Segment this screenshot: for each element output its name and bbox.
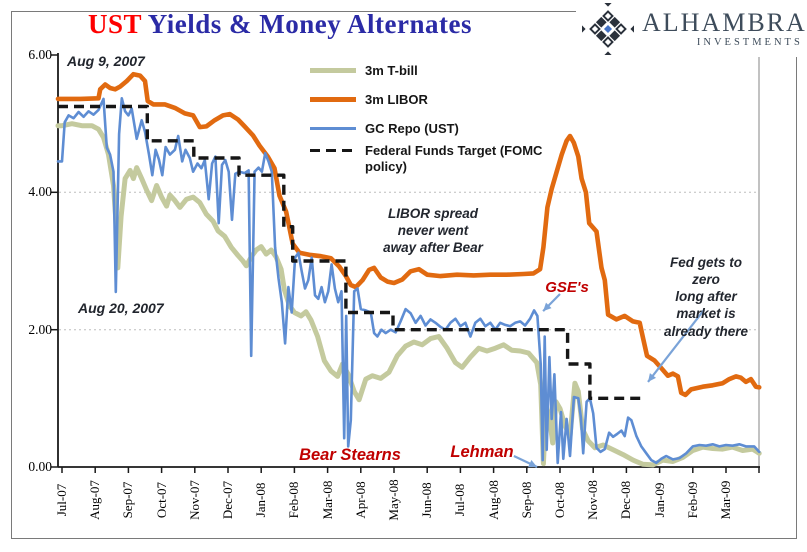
lehman-arrow-head <box>528 460 538 468</box>
x-tick-label: Feb-09 <box>684 481 700 519</box>
legend-label: 3m LIBOR <box>365 91 428 107</box>
title-rest: Yields & Money Alternates <box>147 9 472 39</box>
figure-border <box>11 11 797 539</box>
legend: 3m T-bill 3m LIBOR GC Repo (UST) Federal… <box>310 56 570 174</box>
legend-item-repo: GC Repo (UST) <box>310 114 570 143</box>
legend-item-tbill: 3m T-bill <box>310 56 570 85</box>
series-gc-repo-ust- <box>56 97 761 465</box>
fedfunds-dashed-swatch <box>310 149 356 153</box>
annotation-gse-s: GSE's <box>545 279 589 296</box>
x-tick-label: Jun-08 <box>419 482 435 518</box>
y-tick-label: 6.00 <box>28 46 52 62</box>
gse-arrow-head <box>543 302 552 312</box>
legend-item-libor: 3m LIBOR <box>310 85 570 114</box>
annotation-lehman: Lehman <box>450 443 514 461</box>
x-tick-label: Jul-08 <box>452 483 468 517</box>
x-tick-label: Oct-08 <box>552 481 567 519</box>
x-tick-label: Mar-09 <box>718 480 733 520</box>
y-tick-label: 2.00 <box>28 321 52 337</box>
annotation-aug-9-2007: Aug 9, 2007 <box>67 53 145 69</box>
legend-label: 3m T-bill <box>365 62 418 78</box>
series-3m-t-bill <box>55 121 762 468</box>
x-tick-label: Dec-07 <box>220 480 235 520</box>
title-highlight: UST <box>88 9 142 39</box>
x-tick-label: Nov-08 <box>585 480 601 520</box>
tbill-line-swatch <box>310 68 356 73</box>
series-3m-libor <box>55 71 762 398</box>
x-tick-label: Sep-08 <box>518 481 534 519</box>
x-tick-label: Jul-07 <box>54 483 69 517</box>
x-tick-label: Sep-07 <box>120 481 136 519</box>
x-tick-label: Nov-07 <box>186 480 202 520</box>
legend-item-fedfunds: Federal Funds Target (FOMC policy) <box>310 143 570 174</box>
brand-logo: ALHAMBRA INVESTMENTS <box>576 1 807 57</box>
repo-line-swatch <box>310 126 356 131</box>
annotation-fed-gets-to-zero: Fed gets to zero long after market is al… <box>663 255 749 339</box>
x-tick-label: Jan-08 <box>253 482 269 518</box>
alhambra-diamond-icon <box>582 3 634 55</box>
fed-arrow <box>647 309 705 383</box>
libor-line-swatch <box>310 97 356 102</box>
annotation-bear-stearns: Bear Stearns <box>299 446 401 464</box>
page-title: UST Yields & Money Alternates <box>40 9 520 40</box>
x-tick-label: Mar-08 <box>319 480 335 520</box>
annotation-aug-20-2007: Aug 20, 2007 <box>78 300 164 316</box>
brand-text: ALHAMBRA INVESTMENTS <box>642 7 807 49</box>
annotation-libor-spread: LIBOR spread never went away after Bear <box>383 206 483 256</box>
brand-name: ALHAMBRA <box>642 7 807 37</box>
y-tick-label: 0.00 <box>28 459 52 474</box>
x-tick-label: Aug-08 <box>485 480 501 520</box>
x-tick-label: May-08 <box>386 479 401 521</box>
x-tick-label: Aug-07 <box>87 480 103 520</box>
fed-arrow-head <box>648 373 656 382</box>
series-federal-funds-target-fomc-policy- <box>58 104 643 400</box>
x-tick-label: Oct-07 <box>153 481 169 519</box>
brand-subtitle: INVESTMENTS <box>696 36 803 48</box>
x-tick-label: Feb-08 <box>286 481 302 519</box>
x-tick-label: Jan-09 <box>651 482 667 518</box>
legend-label: GC Repo (UST) <box>365 120 459 136</box>
legend-label: Federal Funds Target (FOMC policy) <box>365 143 543 174</box>
x-tick-label: Dec-08 <box>618 480 634 520</box>
y-tick-label: 4.00 <box>28 184 52 200</box>
x-tick-label: Apr-08 <box>352 481 368 519</box>
